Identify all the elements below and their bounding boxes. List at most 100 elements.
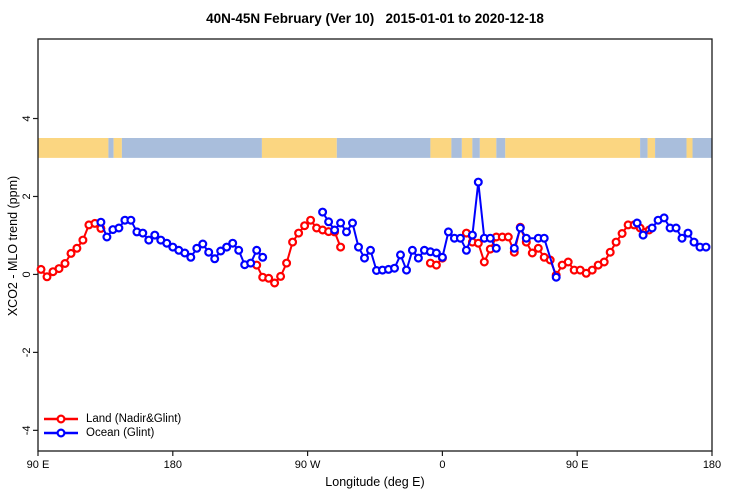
data-point: [491, 243, 501, 253]
data-point: [246, 258, 256, 268]
map-band-land: [505, 138, 641, 158]
y-axis-title: XCO2 - MLO trend (ppm): [6, 175, 20, 317]
map-band-ocean: [496, 138, 506, 158]
data-point: [288, 237, 298, 247]
data-point: [587, 265, 597, 275]
data-point: [527, 248, 537, 258]
legend-label-land: Land (Nadir&Glint): [86, 413, 182, 425]
data-point: [78, 235, 88, 245]
data-point: [324, 217, 334, 227]
y-tick-label: -4: [21, 425, 33, 435]
map-band-land: [461, 138, 473, 158]
data-point: [72, 243, 82, 253]
y-tick-label: 4: [21, 115, 33, 121]
map-band-land: [479, 138, 497, 158]
data-point: [479, 257, 489, 267]
x-tick-label: 90 E: [566, 459, 589, 471]
data-point: [617, 229, 627, 239]
map-band-ocean: [336, 138, 431, 158]
legend-item-land: Land (Nadir&Glint): [44, 412, 181, 426]
map-band-land: [430, 138, 452, 158]
data-point: [198, 239, 208, 249]
data-point: [473, 177, 483, 187]
data-point: [413, 253, 423, 263]
data-point: [330, 225, 340, 235]
data-point: [659, 213, 669, 223]
data-point: [102, 232, 112, 242]
plot-frame: [37, 38, 713, 452]
data-point: [485, 233, 495, 243]
data-point: [431, 260, 441, 270]
map-band-ocean: [640, 138, 648, 158]
map-band-ocean: [655, 138, 687, 158]
x-tick-label: 180: [703, 459, 721, 471]
data-point: [282, 258, 292, 268]
data-point: [437, 252, 447, 262]
map-band-ocean: [472, 138, 480, 158]
data-point: [638, 230, 648, 240]
data-point: [276, 271, 286, 281]
data-point: [599, 257, 609, 267]
data-point: [509, 243, 519, 253]
chart-title: 40N-45N February (Ver 10) 2015-01-01 to …: [206, 11, 544, 26]
data-point: [216, 246, 226, 256]
data-point: [461, 245, 471, 255]
data-point: [563, 257, 573, 267]
data-point: [60, 259, 70, 269]
data-point: [632, 218, 642, 228]
data-point: [390, 263, 400, 273]
data-point: [431, 248, 441, 258]
data-point: [294, 228, 304, 238]
x-tick-label: 90 E: [27, 459, 50, 471]
data-point: [354, 242, 364, 252]
data-point: [126, 215, 136, 225]
data-point: [366, 245, 376, 255]
data-point: [533, 243, 543, 253]
ocean-line-marker-icon: [44, 428, 78, 438]
data-point: [96, 217, 106, 227]
land-line-marker-icon: [44, 414, 78, 424]
data-point: [186, 252, 196, 262]
data-point: [42, 272, 52, 282]
y-tick-label: -2: [21, 347, 33, 357]
x-tick-label: 180: [164, 459, 182, 471]
map-band-land: [261, 138, 337, 158]
data-point: [150, 230, 160, 240]
data-point: [473, 238, 483, 248]
data-point: [270, 278, 280, 288]
data-point: [114, 223, 124, 233]
map-band-ocean: [692, 138, 712, 158]
data-point: [264, 273, 274, 283]
data-point: [204, 247, 214, 257]
data-point: [647, 223, 657, 233]
y-tick-label: 0: [21, 271, 33, 277]
map-band-land: [686, 138, 693, 158]
data-point: [539, 233, 549, 243]
data-point: [210, 254, 220, 264]
data-point: [342, 227, 352, 237]
y-tick-label: 2: [21, 193, 33, 199]
x-axis-title: Longitude (deg E): [325, 475, 425, 489]
data-point: [54, 264, 64, 274]
data-point: [677, 233, 687, 243]
map-band-land: [647, 138, 656, 158]
data-point: [234, 245, 244, 255]
data-point: [701, 242, 711, 252]
data-point: [318, 207, 328, 217]
data-point: [192, 243, 202, 253]
data-point: [467, 230, 477, 240]
data-point: [689, 237, 699, 247]
data-point: [252, 245, 262, 255]
x-tick-label: 0: [439, 459, 445, 471]
data-point: [336, 218, 346, 228]
data-point: [144, 235, 154, 245]
data-point: [228, 238, 238, 248]
series-line-1: [99, 181, 706, 278]
data-point: [348, 218, 358, 228]
data-point: [407, 245, 417, 255]
map-band-ocean: [121, 138, 262, 158]
data-point: [66, 248, 76, 258]
data-point: [443, 227, 453, 237]
